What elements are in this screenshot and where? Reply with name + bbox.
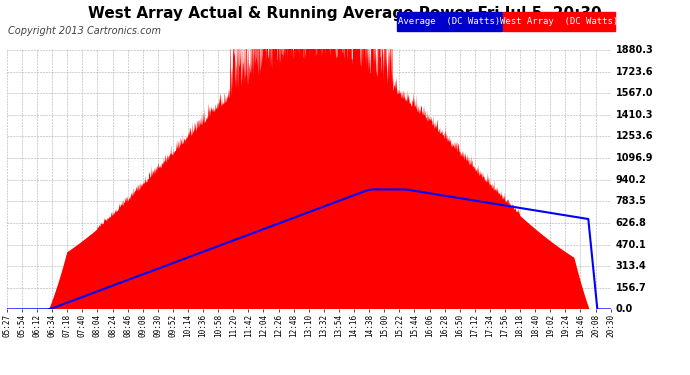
Text: 470.1: 470.1: [615, 240, 647, 249]
Text: 1880.3: 1880.3: [615, 45, 653, 55]
Text: 783.5: 783.5: [615, 196, 647, 206]
Text: West Array Actual & Running Average Power Fri Jul 5  20:30: West Array Actual & Running Average Powe…: [88, 6, 602, 21]
Text: Copyright 2013 Cartronics.com: Copyright 2013 Cartronics.com: [8, 26, 161, 36]
Text: West Array  (DC Watts): West Array (DC Watts): [500, 17, 618, 26]
Text: 1567.0: 1567.0: [615, 88, 653, 98]
Text: Average  (DC Watts): Average (DC Watts): [398, 17, 500, 26]
Text: 1410.3: 1410.3: [615, 110, 653, 120]
Text: 1253.6: 1253.6: [615, 132, 653, 141]
Text: 0.0: 0.0: [615, 304, 633, 314]
Text: 940.2: 940.2: [615, 175, 647, 185]
Text: 156.7: 156.7: [615, 283, 647, 293]
Text: 1723.6: 1723.6: [615, 67, 653, 76]
Text: 313.4: 313.4: [615, 261, 647, 271]
Text: 1096.9: 1096.9: [615, 153, 653, 163]
Text: 626.8: 626.8: [615, 218, 647, 228]
